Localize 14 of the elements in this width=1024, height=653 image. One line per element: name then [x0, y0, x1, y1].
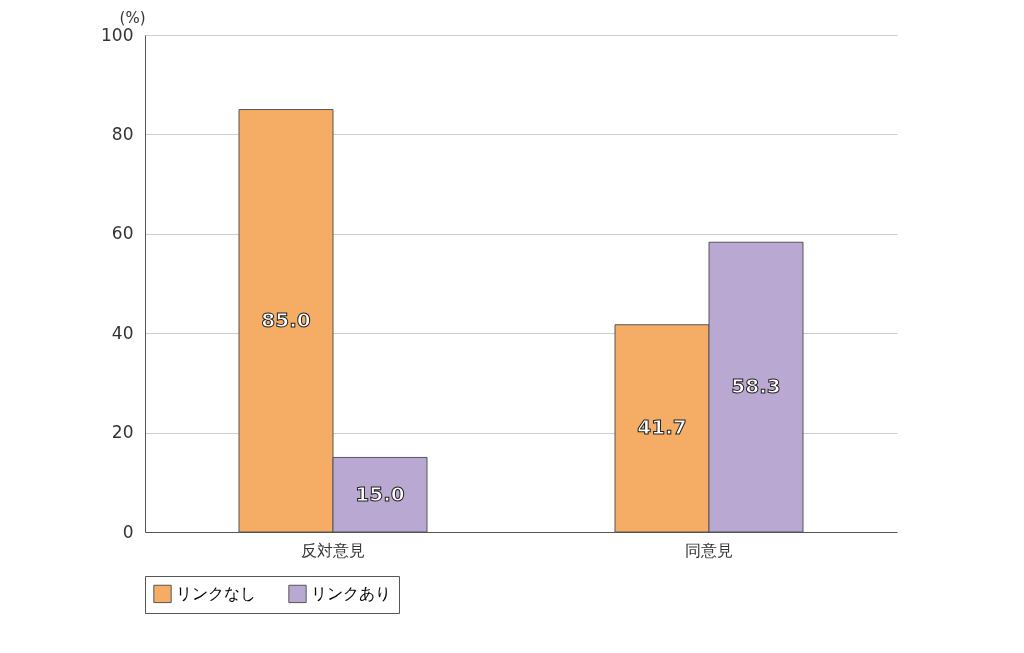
- data-label: 58.3: [731, 374, 781, 399]
- data-label: 41.7: [637, 415, 687, 440]
- legend-label: リンクあり: [311, 583, 391, 603]
- y-tick-label: 0: [122, 521, 134, 542]
- y-tick-label: 80: [111, 123, 134, 144]
- legend-label: リンクなし: [176, 583, 256, 603]
- data-label: 85.0: [261, 307, 311, 332]
- y-tick-label: 60: [111, 223, 134, 244]
- y-tick-label: 40: [111, 322, 134, 343]
- y-axis-title: (%): [119, 8, 146, 27]
- x-tick-label: 同意見: [685, 540, 733, 560]
- x-tick-label: 反対意見: [301, 540, 365, 560]
- data-label: 15.0: [355, 481, 405, 506]
- y-tick-label: 20: [111, 422, 134, 443]
